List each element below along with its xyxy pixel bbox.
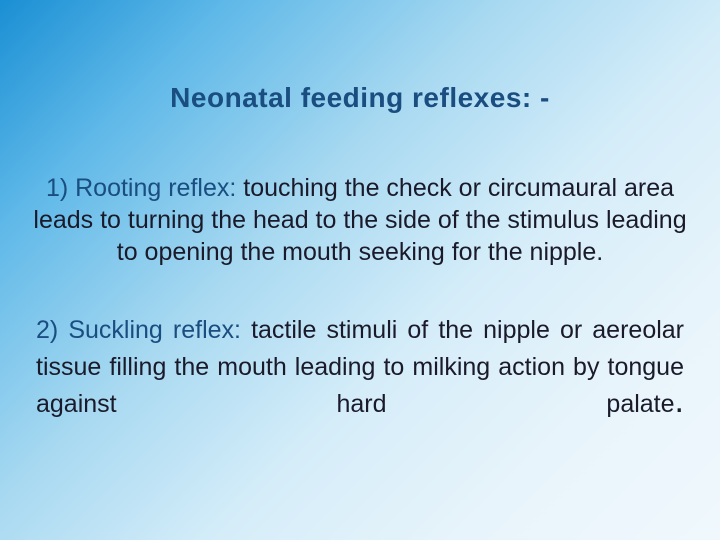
- slide-title: Neonatal feeding reflexes: -: [30, 82, 690, 114]
- suckling-period: .: [675, 382, 684, 420]
- paragraph-suckling: 2) Suckling reflex: tactile stimuli of t…: [30, 312, 690, 423]
- suckling-label: 2) Suckling reflex:: [36, 316, 241, 344]
- paragraph-rooting: 1) Rooting reflex: touching the check or…: [30, 172, 690, 268]
- slide-container: Neonatal feeding reflexes: - 1) Rooting …: [0, 0, 720, 540]
- rooting-label: 1) Rooting reflex:: [46, 174, 236, 202]
